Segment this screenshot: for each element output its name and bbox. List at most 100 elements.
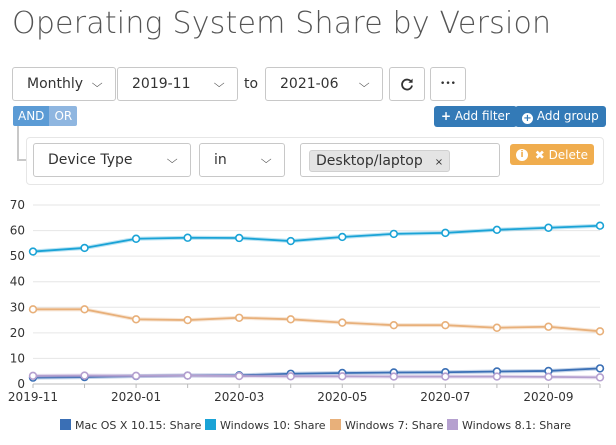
data-point [441,372,450,381]
chevron-down-icon: ⌵ [91,77,103,90]
more-options-button[interactable]: ••• [430,67,466,101]
legend-label: Mac OS X 10.15: Share [75,419,202,432]
data-point [389,372,399,381]
filter-value-input[interactable]: Desktop/laptop × [300,143,500,177]
y-tick-label: 70 [10,198,25,212]
data-point [28,247,38,256]
delete-label: ✖ Delete [534,147,588,162]
date-from-value: 2019-11 [132,76,191,92]
x-tick-label: 2020-05 [317,390,367,404]
data-point [286,315,295,324]
chevron-down-icon: ⌵ [213,77,225,90]
legend-swatch [205,419,216,430]
data-point [234,371,244,381]
x-tick-label: 2020-03 [214,390,264,404]
plus-circle-icon: + [522,113,533,124]
data-point [28,305,38,314]
chevron-down-icon: ⌵ [166,153,178,166]
data-point [80,243,89,253]
add-group-label: Add group [536,109,599,123]
legend-swatch [60,419,71,430]
remove-tag-icon[interactable]: × [434,157,444,168]
ellipsis-icon: ••• [440,79,456,89]
chevron-down-icon: ⌵ [260,153,272,166]
filter-operator-value: in [214,152,227,168]
info-icon: i [516,148,528,161]
data-point [544,223,553,232]
x-tick-label: 2020-01 [111,390,161,404]
y-tick-label: 20 [10,326,25,340]
data-point [441,228,450,238]
data-point [28,371,38,381]
data-point [492,372,502,381]
add-filter-label: Add filter [454,109,510,123]
data-point [492,225,502,235]
data-point [183,371,192,380]
data-point [389,320,399,330]
y-tick-label: 0 [17,377,25,391]
x-tick-label: 2020-09 [523,390,573,404]
data-point [80,371,89,380]
data-point [183,315,192,325]
data-point [338,232,347,242]
data-point [595,364,605,373]
date-from-select[interactable]: 2019-11 ⌵ [117,67,238,101]
data-point [183,233,192,242]
y-tick-label: 30 [10,300,25,314]
y-tick-label: 10 [10,351,25,365]
data-point [338,318,347,327]
data-point [80,305,89,314]
or-button[interactable]: OR [49,106,78,126]
delete-rule-button[interactable]: i ✖ Delete [510,144,594,165]
and-button[interactable]: AND [13,106,50,126]
x-tick-label: 2020-07 [420,390,470,404]
data-point [234,313,244,322]
y-tick-label: 40 [10,275,25,289]
legend-label: Windows 8.1: Share [462,419,571,432]
data-point [544,372,553,382]
data-point [338,372,347,381]
x-tick-label: 2019-11 [8,390,58,404]
add-filter-button[interactable]: + Add filter [434,106,517,127]
series-line [32,374,601,379]
data-point [389,229,399,239]
filter-field-value: Device Type [48,152,133,168]
data-point [544,322,553,331]
legend-label: Windows 10: Share [220,419,326,432]
filter-value-tag: Desktop/laptop × [309,150,451,172]
data-point [286,372,295,381]
data-point [286,236,295,246]
date-to-select[interactable]: 2021-06 ⌵ [265,67,383,101]
filter-field-select[interactable]: Device Type ⌵ [33,143,191,177]
page-title: Operating System Share by Version [12,6,552,41]
chevron-down-icon: ⌵ [358,77,370,90]
and-or-toggle: AND OR [13,106,78,126]
data-point [131,315,141,324]
data-point [492,323,502,332]
interval-value: Monthly [27,76,84,92]
legend-label: Windows 7: Share [345,419,444,432]
data-point [595,373,605,382]
series-line [33,308,601,333]
filter-value-tag-label: Desktop/laptop [316,153,423,169]
refresh-icon [401,78,413,91]
legend-swatch [447,419,458,430]
data-point [595,327,605,336]
data-point [131,234,141,243]
date-to-value: 2021-06 [280,76,339,92]
interval-select[interactable]: Monthly ⌵ [12,67,116,101]
series-line [32,224,601,253]
filter-operator-select[interactable]: in ⌵ [199,143,285,177]
refresh-button[interactable] [389,67,425,101]
data-point [131,371,141,381]
rule-connector [17,126,31,161]
data-point [234,233,244,243]
data-point [595,221,605,230]
plus-icon: + [441,109,452,123]
to-label: to [244,76,259,92]
data-point [441,320,450,330]
y-tick-label: 50 [10,249,25,263]
add-group-button[interactable]: + Add group [515,106,606,127]
y-tick-label: 60 [10,224,25,238]
